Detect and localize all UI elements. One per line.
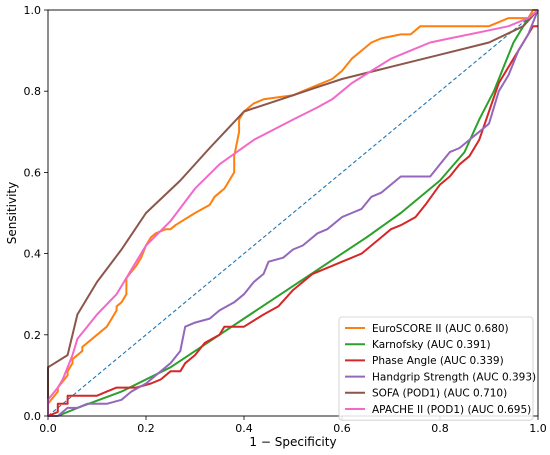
- legend-label: EuroSCORE II (AUC 0.680): [372, 323, 509, 335]
- series-line-1: [47, 9, 538, 416]
- x-tick-label: 0.2: [137, 422, 155, 435]
- y-tick-label: 1.0: [24, 4, 42, 17]
- plot-frame: [47, 9, 539, 417]
- series-line-4: [48, 9, 539, 417]
- legend-label: APACHE II (POD1) (AUC 0.695): [372, 404, 531, 416]
- x-axis-label: 1 − Specificity: [249, 435, 336, 449]
- legend: EuroSCORE II (AUC 0.680) Karnofsky (AUC 0…: [338, 316, 536, 421]
- y-axis-label: Sensitivity: [5, 182, 19, 244]
- series-line-3: [47, 25, 538, 417]
- y-tick-label: 0.6: [24, 166, 42, 179]
- legend-label: Handgrip Strength (AUC 0.393): [372, 371, 536, 383]
- series-line-2: [57, 9, 539, 417]
- curves-layer: [47, 9, 539, 417]
- y-tick-label: 0.0: [24, 410, 42, 423]
- x-tick-label: 0.8: [431, 422, 449, 435]
- y-axis-ticks: 0.0 0.2 0.4 0.6 0.8 1.0: [24, 4, 48, 423]
- x-tick-label: 0.6: [333, 422, 351, 435]
- reference-diagonal-line: [47, 9, 539, 417]
- x-tick-label: 1.0: [529, 422, 547, 435]
- x-axis-ticks: 0.0 0.2 0.4 0.6 0.8 1.0: [39, 416, 547, 435]
- legend-label: Karnofsky (AUC 0.391): [372, 339, 491, 351]
- y-tick-label: 0.8: [24, 85, 42, 98]
- x-tick-label: 0.0: [39, 422, 57, 435]
- legend-label: Phase Angle (AUC 0.339): [372, 355, 504, 367]
- y-tick-label: 0.2: [24, 329, 42, 342]
- x-tick-label: 0.4: [235, 422, 253, 435]
- y-tick-label: 0.4: [24, 248, 42, 261]
- series-line-6: [47, 9, 539, 416]
- legend-box: [338, 316, 534, 421]
- legend-label: SOFA (POD1) (AUC 0.710): [372, 388, 507, 400]
- series-line-5: [47, 9, 539, 416]
